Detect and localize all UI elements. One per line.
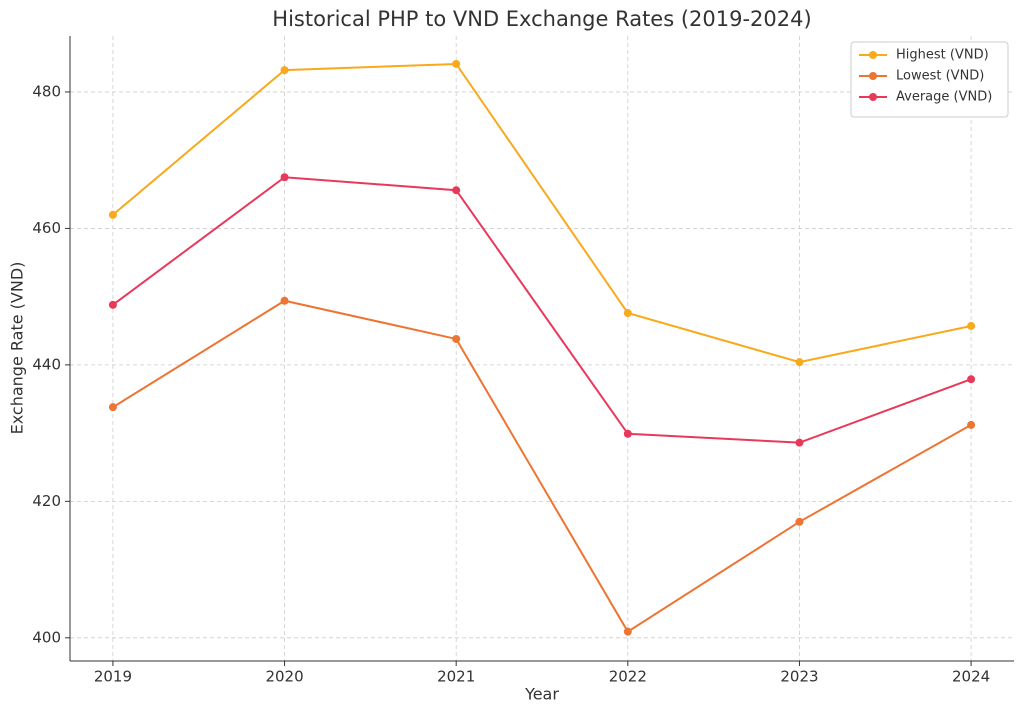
- y-tick-label: 440: [32, 355, 61, 373]
- chart-title: Historical PHP to VND Exchange Rates (20…: [272, 7, 811, 31]
- series-line: [112, 62, 972, 364]
- series-line: [112, 176, 972, 444]
- x-tick-label: 2023: [780, 668, 818, 686]
- data-point: [280, 66, 289, 75]
- data-point: [623, 429, 632, 438]
- x-tick-label: 2021: [437, 668, 475, 686]
- data-point: [623, 309, 632, 318]
- legend: Highest (VND) Lowest (VND) Average (VND): [850, 41, 1009, 118]
- legend-box: [850, 41, 1009, 118]
- data-point: [967, 321, 976, 330]
- legend-marker: [869, 51, 877, 59]
- data-point: [452, 334, 461, 343]
- data-point: [108, 210, 117, 219]
- legend-label: Average (VND): [896, 90, 992, 105]
- data-point: [795, 358, 804, 367]
- data-point: [623, 627, 632, 636]
- data-point: [280, 296, 289, 305]
- data-point: [108, 403, 117, 412]
- data-point: [452, 59, 461, 68]
- data-point: [967, 375, 976, 384]
- x-tick-label: 2024: [952, 668, 990, 686]
- y-tick-label: 480: [32, 82, 61, 100]
- data-point: [795, 517, 804, 526]
- x-tick-label: 2019: [94, 668, 132, 686]
- legend-label: Highest (VND): [896, 48, 989, 63]
- data-point: [280, 173, 289, 182]
- legend-marker: [869, 93, 877, 101]
- x-tick-label: 2022: [609, 668, 647, 686]
- series-line: [112, 299, 972, 634]
- y-tick-label: 420: [32, 492, 61, 510]
- y-tick-label: 460: [32, 219, 61, 237]
- data-point: [452, 186, 461, 195]
- data-point: [967, 420, 976, 429]
- x-axis-label: Year: [524, 685, 559, 704]
- y-axis-label: Exchange Rate (VND): [8, 262, 27, 435]
- y-tick-label: 400: [32, 628, 61, 646]
- data-point: [795, 438, 804, 447]
- legend-label: Lowest (VND): [896, 69, 984, 84]
- x-tick-label: 2020: [265, 668, 303, 686]
- legend-marker: [869, 72, 877, 80]
- data-point: [108, 300, 117, 309]
